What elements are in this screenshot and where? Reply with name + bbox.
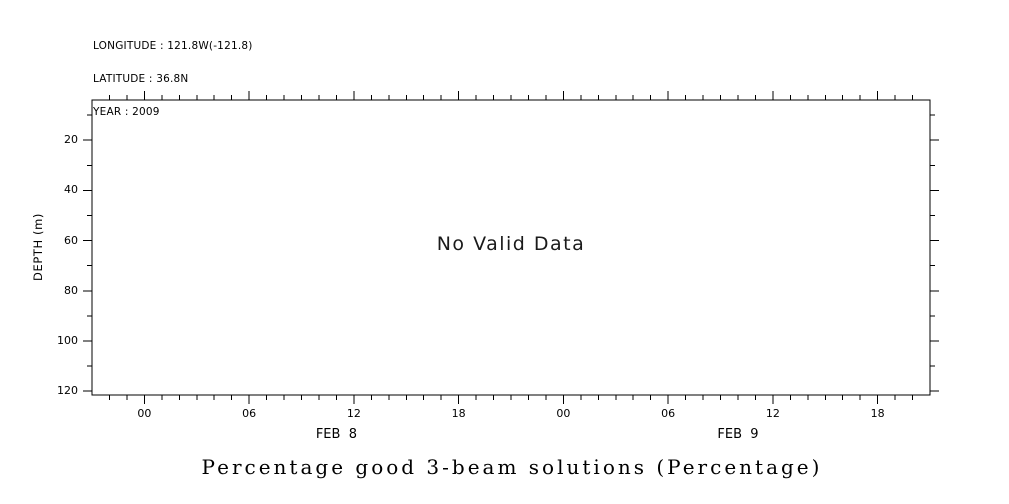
chart-title: Percentage good 3-beam solutions (Percen…	[201, 455, 823, 479]
y-tick-label: 120	[57, 384, 78, 398]
header-longitude: LONGITUDE : 121.8W(-121.8)	[93, 40, 253, 52]
x-tick-label: 06	[242, 407, 257, 420]
y-tick-label: 60	[64, 233, 78, 247]
no-data-message: No Valid Data	[436, 233, 586, 255]
x-tick-label: 18	[451, 407, 466, 420]
y-tick-label: 40	[64, 183, 78, 197]
x-axis-day-label-feb8: FEB 8	[315, 427, 357, 442]
y-tick-label: 80	[64, 283, 78, 297]
y-tick-label: 100	[57, 334, 78, 348]
x-tick-label: 12	[765, 407, 780, 420]
y-tick-label: 20	[64, 133, 78, 147]
header-latitude: LATITUDE : 36.8N	[93, 73, 189, 85]
x-axis-day-label-feb9: FEB 9	[717, 427, 759, 442]
y-axis-label: DEPTH (m)	[31, 213, 45, 281]
x-tick-label: 18	[870, 407, 885, 420]
plot-header: LONGITUDE : 121.8W(-121.8) LATITUDE : 36…	[93, 19, 253, 140]
header-year: YEAR : 2009	[93, 106, 160, 118]
x-tick-label: 00	[137, 407, 152, 420]
x-tick-label: 00	[556, 407, 571, 420]
x-tick-label: 12	[346, 407, 361, 420]
x-tick-label: 06	[661, 407, 676, 420]
